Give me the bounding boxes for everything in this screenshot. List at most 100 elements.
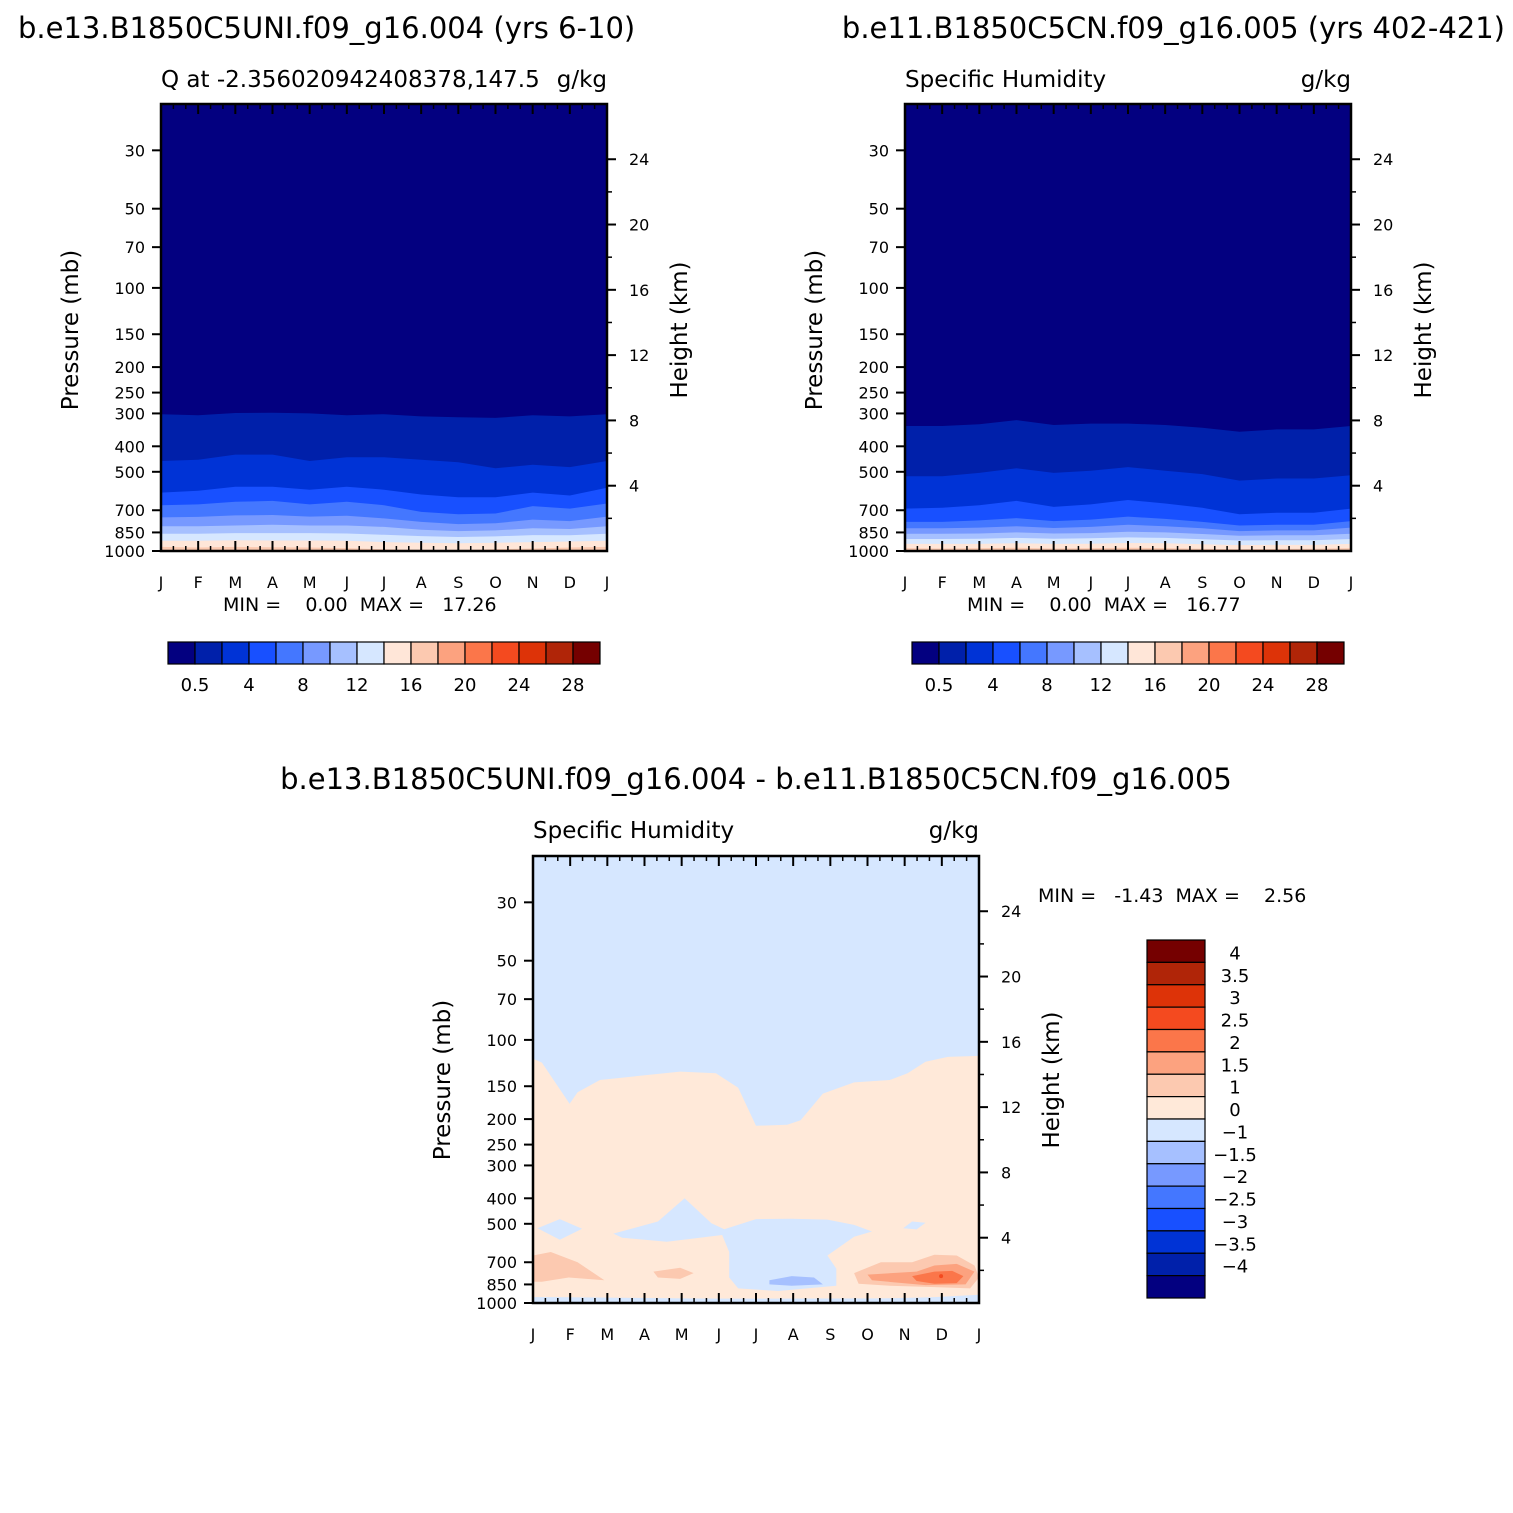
colorbar-label: 1 [1229, 1078, 1240, 1099]
y-tick-label: 150 [486, 1077, 517, 1096]
x-tick-label: F [566, 1325, 575, 1344]
y2-tick-label: 24 [629, 150, 649, 169]
y2-tick-label: 24 [1001, 902, 1021, 921]
diff-band-neg [537, 1219, 583, 1240]
panel-right-title: g/kg [1301, 67, 1351, 93]
diff-max-dot [939, 1274, 944, 1279]
colorbar-box [194, 641, 223, 665]
x-tick-label: A [267, 573, 278, 592]
colorbar-box [1146, 1006, 1206, 1031]
x-tick-label: J [1125, 573, 1131, 592]
diff-band-neg [720, 1218, 872, 1291]
panel-heading: b.e13.B1850C5UNI.f09_g16.004 (yrs 6-10) [18, 11, 635, 45]
min-max-readout: MIN = 0.00 MAX = 17.26 [223, 594, 497, 616]
colorbar-label: −2.5 [1213, 1190, 1257, 1211]
colorbar-box [248, 641, 277, 665]
colorbar-label: 3 [1229, 988, 1240, 1009]
colorbar-label: 0 [1229, 1100, 1240, 1121]
x-tick-label: A [416, 573, 427, 592]
colorbar-label: 1.5 [1221, 1055, 1250, 1076]
panel-heading: b.e11.B1850C5CN.f09_g16.005 (yrs 402-421… [842, 11, 1505, 45]
y-tick-label: 70 [869, 238, 889, 257]
x-tick-label: A [1160, 573, 1171, 592]
colorbar-box [1146, 1275, 1206, 1299]
colorbar-label: 28 [562, 675, 585, 696]
y-tick-label: 150 [114, 325, 145, 344]
colorbar-label: 2 [1229, 1033, 1240, 1054]
colorbar-label: −3.5 [1213, 1234, 1257, 1255]
x-tick-label: F [938, 573, 947, 592]
y-tick-label: 850 [114, 523, 145, 542]
y-tick-label: 300 [486, 1156, 517, 1175]
y-tick-label: 100 [114, 279, 145, 298]
panel-right-title: g/kg [929, 818, 979, 844]
colorbar-label: 24 [1252, 675, 1275, 696]
colorbar-label: 2.5 [1221, 1011, 1250, 1032]
y-tick-label: 50 [497, 952, 517, 971]
colorbar: 43.532.521.510−1−1.5−2−2.5−3−3.5−4 [1146, 939, 1257, 1299]
y-tick-label: 70 [125, 238, 145, 257]
y-axis-label: Pressure (mb) [802, 250, 828, 410]
y-tick-label: 100 [858, 279, 889, 298]
x-tick-label: F [194, 573, 203, 592]
y-axis-label: Pressure (mb) [430, 1000, 456, 1160]
colorbar-box [410, 641, 439, 665]
y-tick-label: 500 [486, 1215, 517, 1234]
colorbar-box [1146, 961, 1206, 986]
x-tick-label: J [530, 1325, 536, 1344]
panel-left-title: Q at -2.356020942408378,147.5 [161, 67, 540, 93]
colorbar-label: 0.5 [925, 675, 954, 696]
y-tick-label: 300 [114, 404, 145, 423]
colorbar-box [911, 641, 940, 665]
min-max-readout: MIN = 0.00 MAX = 16.77 [967, 594, 1241, 616]
y2-tick-label: 4 [629, 477, 639, 496]
x-tick-label: A [1011, 573, 1022, 592]
colorbar-box [1127, 641, 1156, 665]
y-tick-label: 50 [125, 200, 145, 219]
colorbar-box [992, 641, 1021, 665]
colorbar-box [572, 641, 601, 665]
colorbar-box [1146, 1096, 1206, 1120]
x-tick-label: N [527, 573, 539, 592]
colorbar-label: 16 [400, 675, 423, 696]
y-tick-label: 1000 [848, 542, 889, 561]
colorbar-box [1146, 1207, 1206, 1232]
y2-tick-label: 8 [629, 411, 639, 430]
y2-tick-label: 20 [1001, 968, 1021, 987]
panel-right-title: g/kg [557, 67, 607, 93]
colorbar-box [545, 641, 574, 665]
colorbar-box [356, 641, 385, 665]
y-tick-label: 700 [114, 501, 145, 520]
colorbar-box [491, 641, 520, 665]
y2-tick-label: 12 [1373, 346, 1393, 365]
colorbar-box [965, 641, 994, 665]
panel-difference: b.e13.B1850C5UNI.f09_g16.004 - b.e11.B18… [280, 762, 1306, 1344]
colorbar-box [1146, 1028, 1206, 1053]
colorbar-box [302, 641, 331, 665]
colorbar-box [1146, 1230, 1206, 1254]
y2-axis-label: Height (km) [1039, 1011, 1065, 1148]
colorbar-label: 3.5 [1221, 966, 1250, 987]
colorbar-label: 8 [297, 675, 308, 696]
y-tick-label: 500 [114, 463, 145, 482]
x-tick-label: M [675, 1325, 689, 1344]
colorbar-box [1073, 641, 1102, 665]
colorbar-label: −4 [1222, 1257, 1249, 1278]
colorbar-box [464, 641, 493, 665]
colorbar-label: 4 [243, 675, 254, 696]
y-tick-label: 400 [858, 437, 889, 456]
y2-tick-label: 12 [629, 346, 649, 365]
diff-band-neg [903, 1221, 926, 1230]
y2-axis-label: Height (km) [1411, 261, 1437, 398]
x-tick-label: J [343, 573, 349, 592]
y2-tick-label: 4 [1001, 1229, 1011, 1248]
x-tick-label: A [639, 1325, 650, 1344]
y-tick-label: 200 [486, 1110, 517, 1129]
y2-tick-label: 8 [1001, 1163, 1011, 1182]
x-tick-label: O [489, 573, 502, 592]
colorbar-box [938, 641, 967, 665]
y-tick-label: 50 [869, 200, 889, 219]
